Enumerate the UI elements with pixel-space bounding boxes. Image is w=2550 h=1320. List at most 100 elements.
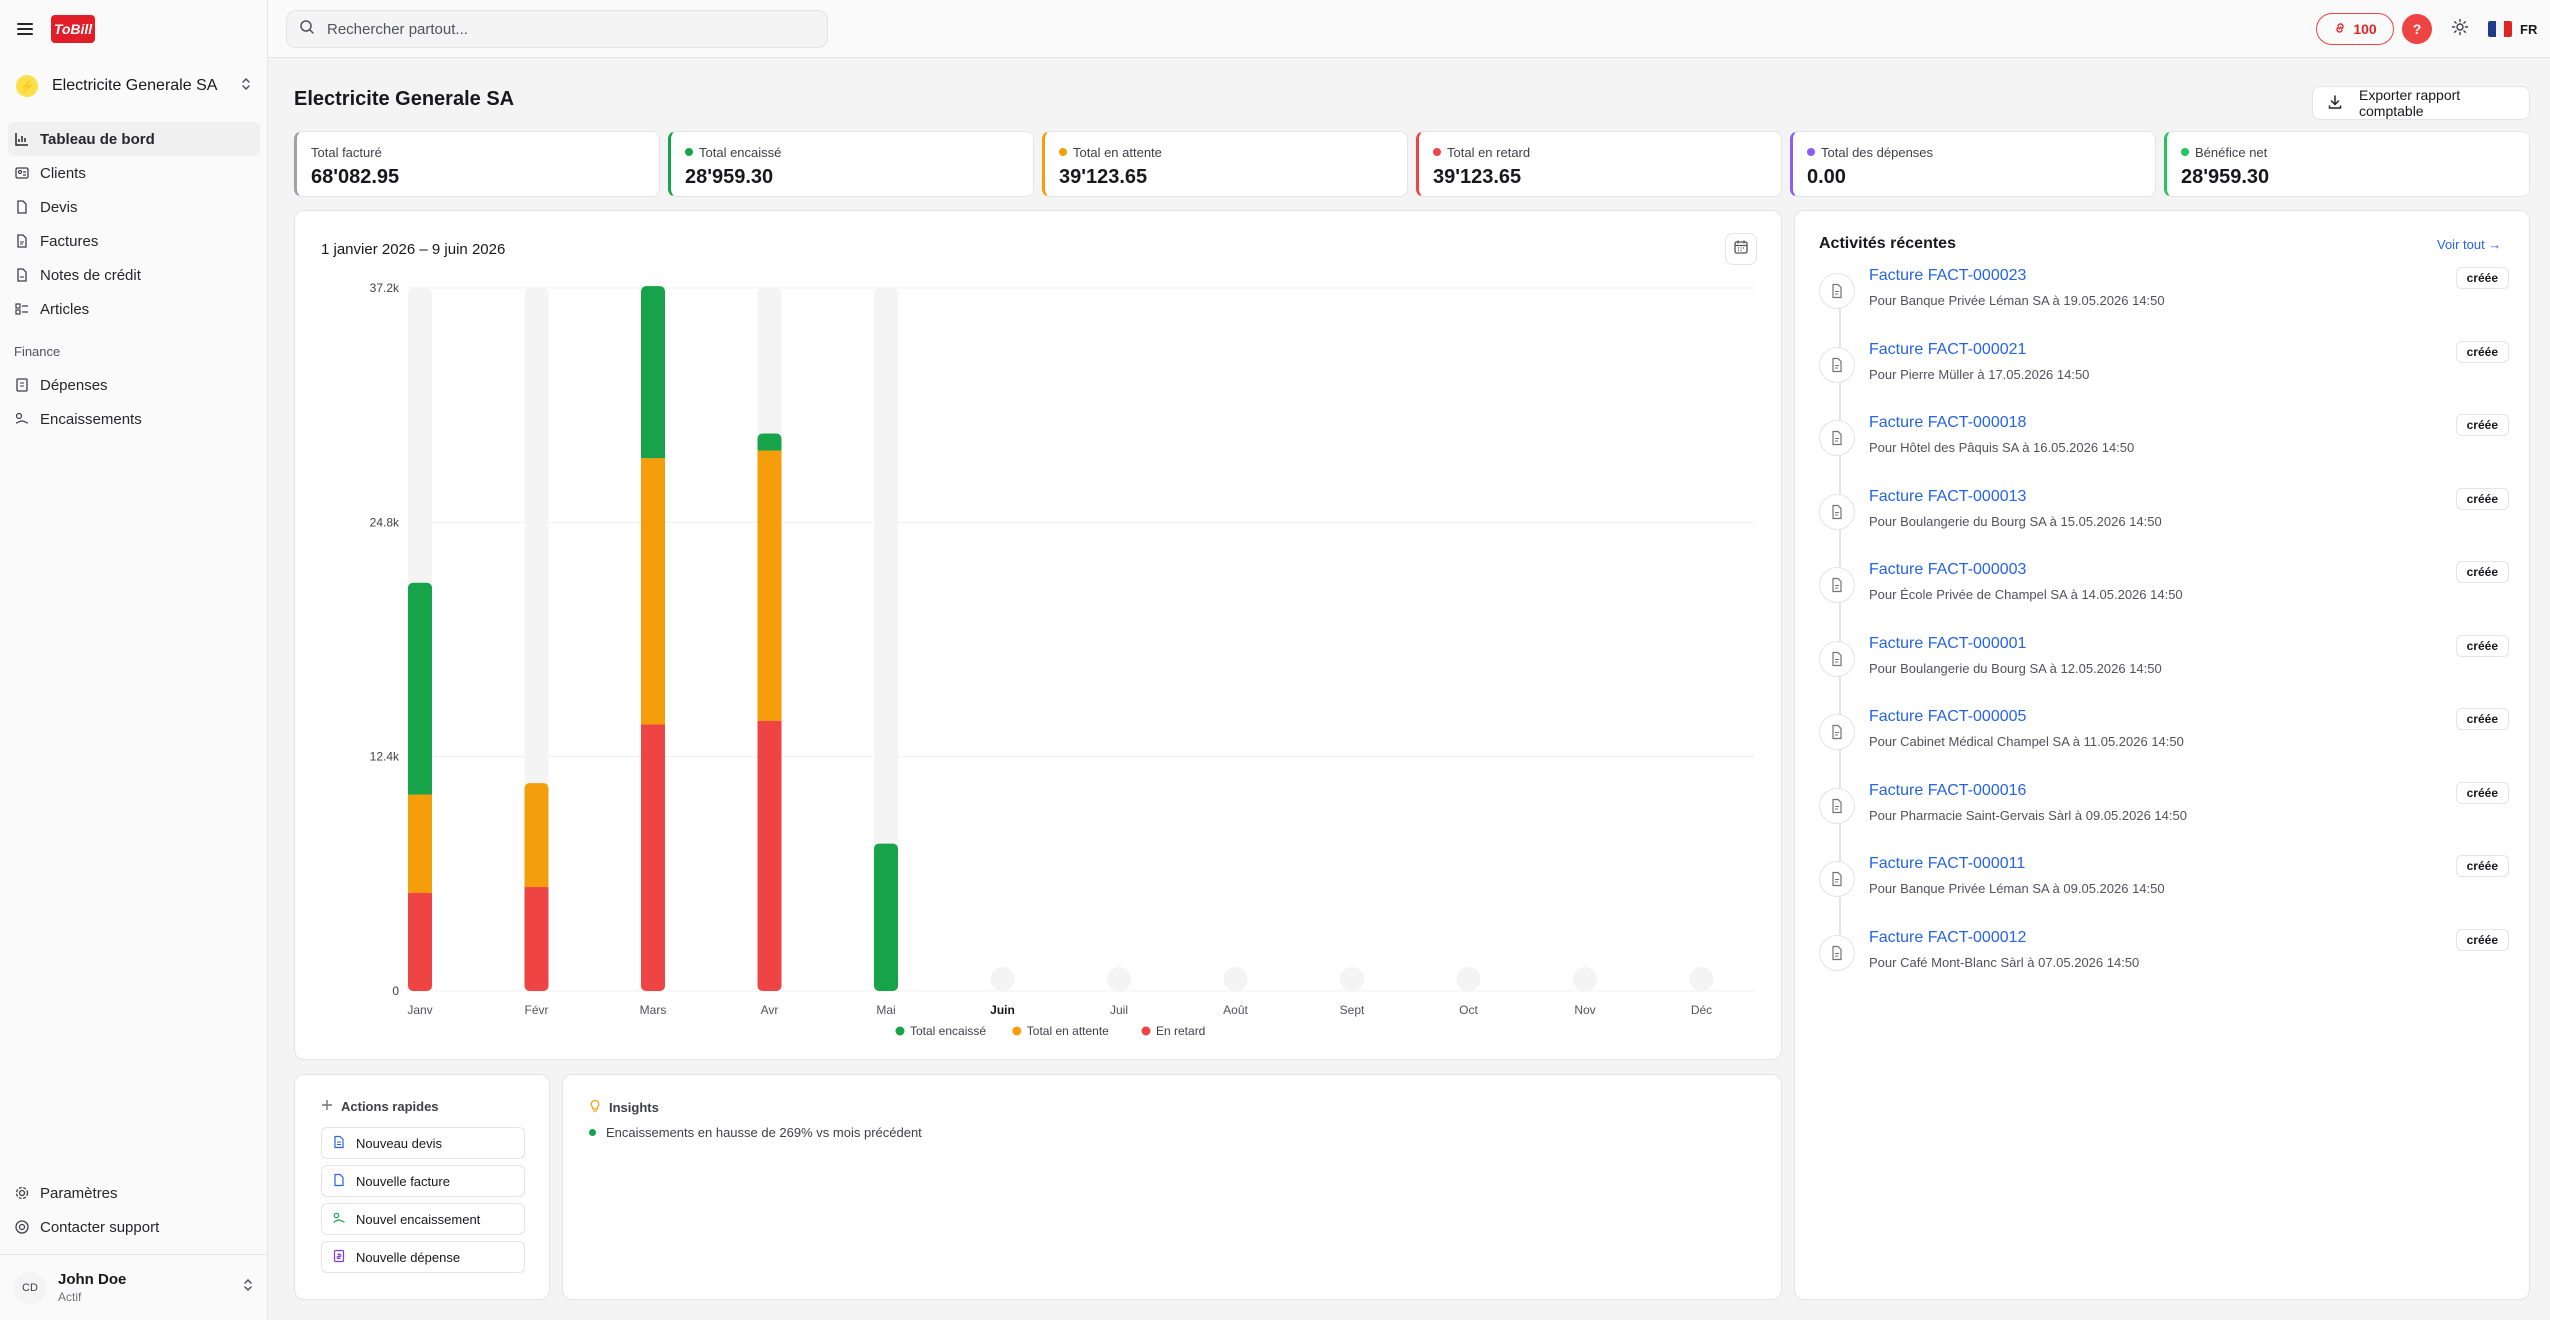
help-button[interactable]: ? [2402,14,2432,44]
sidebar-item-label: Articles [40,300,90,318]
bar-segment [757,720,782,991]
bar-segment [641,724,665,991]
credits-badge[interactable]: 100 [2316,13,2394,45]
x-tick-label: Juil [1110,1003,1128,1017]
sidebar-item-label: Clients [40,164,86,182]
new-quote-button[interactable]: Nouveau devis [321,1127,525,1159]
kpi-total-pending: Total en attente 39'123.65 [1042,131,1408,197]
search-input[interactable] [327,20,815,38]
activity-item: Facture FACT-000012 Pour Café Mont-Blanc … [1819,928,2509,999]
gear-icon [14,1185,30,1201]
y-tick-label: 37.2k [370,281,400,295]
x-tick-label: Août [1223,1003,1248,1017]
sidebar-item-support[interactable]: Contacter support [8,1210,260,1244]
invoice-icon [332,1173,346,1190]
invoice-link[interactable]: Facture FACT-000023 [1869,267,2027,284]
invoice-link[interactable]: Facture FACT-000018 [1869,414,2027,431]
sidebar-item-devis[interactable]: Devis [8,190,260,224]
invoice-link[interactable]: Facture FACT-000001 [1869,634,2027,652]
company-selector[interactable]: ⚡ Electricite Generale SA [10,70,258,102]
bar-segment-fill [641,724,665,731]
status-badge: créée [2455,561,2509,583]
date-range-label: 1 janvier 2026 – 9 juin 2026 [321,241,506,258]
invoice-link[interactable]: Facture FACT-000003 [1869,561,2027,578]
export-report-button[interactable]: Exporter rapport comptable [2312,86,2530,120]
invoice-link[interactable]: Facture FACT-000011 [1869,855,2026,872]
bar-placeholder [1456,967,1481,991]
status-dot [1433,148,1441,156]
invoice-link[interactable]: Facture FACT-000005 [1869,708,2027,725]
status-dot [1059,148,1067,156]
date-picker-button[interactable] [1725,233,1757,265]
activity-item: Facture FACT-000021 Pour Pierre Müller à … [1819,340,2509,411]
french-flag-icon [2488,21,2512,37]
sun-icon [2451,18,2469,41]
bar-segment-fill [757,720,782,727]
expense-icon [14,377,30,393]
kpi-value: 39'123.65 [1433,166,1522,188]
invoice-icon [1819,273,1855,309]
new-invoice-button[interactable]: Nouvelle facture [321,1165,525,1197]
chevron-up-down-icon [240,76,252,97]
invoice-link[interactable]: Facture FACT-000016 [1869,781,2027,799]
sidebar-item-depenses[interactable]: Dépenses [8,368,260,402]
theme-toggle-button[interactable] [2448,17,2472,41]
sidebar-item-settings[interactable]: Paramètres [8,1176,260,1210]
invoice-icon [1819,346,1855,383]
page-title: Electricite Generale SA [294,88,515,110]
status-badge: créée [2455,340,2509,363]
kpi-total-collected: Total encaissé 28'959.30 [668,131,1034,197]
invoice-icon [1819,567,1855,603]
sidebar-item-factures[interactable]: Factures [8,224,260,258]
activity-description: Pour Banque Privée Léman SA à 19.05.2026… [1869,293,2165,308]
bar-placeholder [1573,967,1597,991]
legend-label: En retard [1156,1024,1205,1038]
company-logo-icon: ⚡ [16,75,38,97]
status-badge: créée [2455,487,2509,510]
kpi-label: Bénéfice net [2181,144,2517,160]
invoice-icon [1819,714,1855,750]
stacked-bar-chart: 0 12.4k 24.8k 37.2k Janv Févr Mars Avr Mai Juin Ju… [370,281,1755,1038]
activity-description: Pour Boulangerie du Bourg SA à 12.05.202… [1869,660,2162,676]
app-logo[interactable]: ToBill [51,15,95,43]
invoice-icon [1819,787,1855,824]
activity-description: Pour Pharmacie Saint-Gervais Sàrl à 09.0… [1869,807,2187,823]
invoice-icon [1819,934,1855,971]
kpi-label-text: Bénéfice net [2195,144,2268,160]
see-all-link[interactable]: Voir tout → [2437,237,2502,252]
bar-segment-fill [757,444,782,451]
status-badge: créée [2455,634,2509,657]
user-menu[interactable]: CD John Doe Actif [0,1254,268,1320]
x-tick-label: Janv [407,1003,432,1017]
invoice-link[interactable]: Facture FACT-000012 [1869,928,2027,946]
sidebar-item-dashboard[interactable]: Tableau de bord [8,122,260,156]
search-box[interactable] [286,10,828,48]
insight-text: Encaissements en hausse de 269% vs mois … [606,1125,922,1140]
language-selector[interactable]: FR [2488,17,2537,41]
bar-segment [874,843,898,991]
avatar: CD [14,1271,46,1304]
kpi-value: 68'082.95 [311,166,400,188]
list-icon [14,301,30,317]
new-expense-button[interactable]: Nouvelle dépense [321,1241,525,1273]
kpi-label-text: Total en retard [1447,144,1531,160]
sidebar: ToBill ⚡ Electricite Generale SA Tableau… [0,0,268,1320]
invoice-link[interactable]: Facture FACT-000013 [1869,487,2027,505]
search-icon [299,19,315,40]
legend-dot [1012,1026,1022,1036]
kpi-total-expenses: Total des dépenses 0.00 [1790,131,2156,197]
sidebar-item-label: Paramètres [40,1184,118,1202]
sidebar-item-label: Factures [40,232,99,250]
invoice-link[interactable]: Facture FACT-000021 [1869,340,2027,358]
sidebar-item-articles[interactable]: Articles [8,292,260,326]
sidebar-item-credit-notes[interactable]: Notes de crédit [8,258,260,292]
status-badge: créée [2455,928,2509,951]
new-payment-button[interactable]: Nouvel encaissement [321,1203,525,1235]
support-icon [14,1219,30,1235]
sidebar-item-encaissements[interactable]: Encaissements [8,402,260,436]
company-name: Electricite Generale SA [52,77,218,94]
sidebar-item-clients[interactable]: Clients [8,156,260,190]
status-dot [1807,148,1815,156]
invoice-icon [1819,493,1855,530]
menu-icon[interactable] [14,18,36,40]
